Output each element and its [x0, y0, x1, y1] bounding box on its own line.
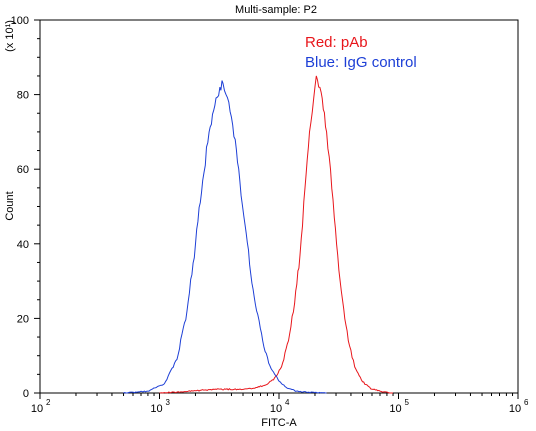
x-tick-exponent: 2	[46, 398, 51, 407]
y-tick-label: 40	[17, 239, 29, 251]
y-tick-label: 80	[17, 90, 29, 102]
y-tick-label: 20	[17, 313, 29, 325]
x-tick-label: 10	[31, 403, 43, 415]
x-tick-label: 10	[270, 403, 282, 415]
plot-frame	[39, 19, 519, 394]
y-axis-multiplier: (x 10¹)	[4, 20, 16, 52]
x-tick-label: 10	[150, 403, 162, 415]
y-tick-label: 0	[23, 388, 29, 400]
x-tick-exponent: 5	[405, 398, 410, 407]
y-axis-label: Count	[4, 191, 16, 220]
legend-entry: Red: pAb	[305, 34, 368, 51]
x-tick-label: 10	[509, 403, 521, 415]
legend-entry: Blue: IgG control	[305, 54, 417, 71]
x-axis-label: FITC-A	[261, 417, 297, 429]
chart-title: Multi-sample: P2	[235, 4, 317, 16]
x-tick-exponent: 4	[285, 398, 290, 407]
x-tick-exponent: 3	[166, 398, 171, 407]
series-group	[123, 75, 393, 394]
y-tick-label: 60	[17, 164, 29, 176]
x-tick-label: 10	[389, 403, 401, 415]
series-line	[159, 75, 393, 394]
legend: Red: pAb Blue: IgG control	[305, 34, 417, 71]
series-line	[123, 80, 327, 394]
y-tick-label: 100	[11, 15, 29, 27]
x-tick-exponent: 6	[524, 398, 529, 407]
